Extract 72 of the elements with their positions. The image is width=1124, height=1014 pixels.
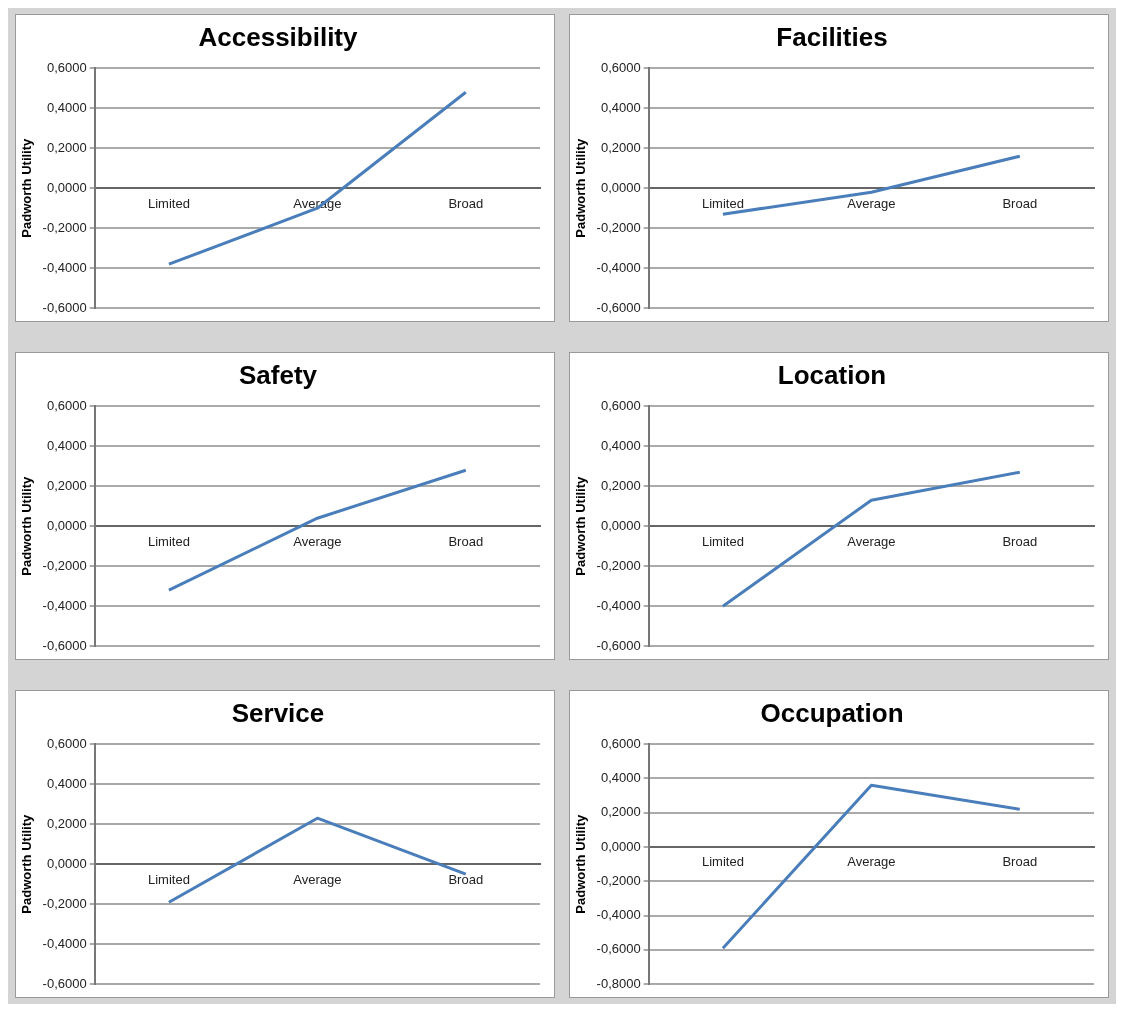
x-tick-label: Average: [847, 195, 896, 211]
x-tick-label: Average: [293, 533, 342, 549]
y-tick-label: 0,6000: [600, 59, 641, 75]
y-tick-label: 0,2000: [600, 477, 641, 493]
chart-title: Facilities: [776, 21, 888, 52]
chart-title: Service: [231, 697, 325, 728]
x-tick-label: Limited: [701, 195, 744, 211]
y-tick-label: 0,6000: [600, 735, 641, 751]
x-tick-label: Average: [847, 533, 896, 549]
y-tick-label: 0,6000: [46, 735, 87, 751]
y-tick-label: 0,6000: [46, 59, 87, 75]
y-tick-label: 0,4000: [46, 437, 87, 453]
y-axis-title: Padworth Utility: [19, 813, 35, 914]
x-tick-label: Limited: [147, 533, 190, 549]
y-tick-label: 0,0000: [600, 517, 641, 533]
x-tick-label: Broad: [448, 871, 484, 887]
x-tick-label: Broad: [1002, 195, 1038, 211]
y-tick-label: -0,6000: [42, 975, 87, 991]
y-axis-title: Padworth Utility: [19, 475, 35, 576]
y-tick-label: 0,2000: [46, 815, 87, 831]
x-tick-label: Broad: [1002, 533, 1038, 549]
y-tick-label: -0,4000: [42, 259, 87, 275]
y-tick-label: 0,2000: [46, 477, 87, 493]
y-tick-label: 0,0000: [46, 517, 87, 533]
x-tick-label: Broad: [448, 533, 484, 549]
y-tick-label: 0,4000: [46, 775, 87, 791]
x-tick-label: Limited: [701, 533, 744, 549]
y-tick-label: 0,0000: [600, 179, 641, 195]
y-tick-label: 0,6000: [46, 397, 87, 413]
y-tick-label: -0,2000: [596, 219, 641, 235]
y-axis-title: Padworth Utility: [19, 137, 35, 238]
y-tick-label: -0,2000: [42, 219, 87, 235]
y-tick-label: 0,2000: [46, 139, 87, 155]
y-tick-label: -0,4000: [42, 597, 87, 613]
y-tick-label: -0,2000: [596, 872, 641, 888]
y-axis-title: Padworth Utility: [573, 475, 589, 576]
x-tick-label: Average: [847, 854, 896, 870]
y-tick-label: 0,4000: [600, 770, 641, 786]
y-tick-label: 0,4000: [600, 99, 641, 115]
y-tick-label: -0,6000: [42, 299, 87, 315]
y-tick-label: -0,6000: [596, 941, 641, 957]
chart-title: Location: [777, 359, 887, 390]
y-tick-label: 0,2000: [600, 139, 641, 155]
x-tick-label: Average: [293, 871, 342, 887]
y-tick-label: -0,6000: [596, 299, 641, 315]
x-tick-label: Broad: [1002, 854, 1038, 870]
y-tick-label: 0,0000: [46, 855, 87, 871]
chart-title: Safety: [238, 359, 318, 390]
y-tick-label: -0,2000: [42, 895, 87, 911]
y-tick-label: -0,4000: [596, 907, 641, 923]
y-tick-label: -0,8000: [596, 975, 641, 991]
y-tick-label: -0,2000: [42, 557, 87, 573]
y-tick-label: -0,4000: [596, 259, 641, 275]
y-tick-label: -0,4000: [596, 597, 641, 613]
x-tick-label: Broad: [448, 195, 484, 211]
y-tick-label: -0,6000: [596, 637, 641, 653]
y-tick-label: 0,4000: [600, 437, 641, 453]
x-tick-label: Limited: [701, 854, 744, 870]
y-tick-label: 0,0000: [46, 179, 87, 195]
x-tick-label: Limited: [147, 195, 190, 211]
y-axis-title: Padworth Utility: [573, 137, 589, 238]
y-tick-label: -0,4000: [42, 935, 87, 951]
chart-title: Accessibility: [198, 21, 359, 52]
y-axis-title: Padworth Utility: [573, 813, 589, 914]
y-tick-label: 0,0000: [600, 838, 641, 854]
y-tick-label: 0,6000: [600, 397, 641, 413]
y-tick-label: 0,2000: [600, 804, 641, 820]
y-tick-label: -0,6000: [42, 637, 87, 653]
y-tick-label: 0,4000: [46, 99, 87, 115]
chart-title: Occupation: [760, 697, 904, 728]
y-tick-label: -0,2000: [596, 557, 641, 573]
x-tick-label: Limited: [147, 871, 190, 887]
